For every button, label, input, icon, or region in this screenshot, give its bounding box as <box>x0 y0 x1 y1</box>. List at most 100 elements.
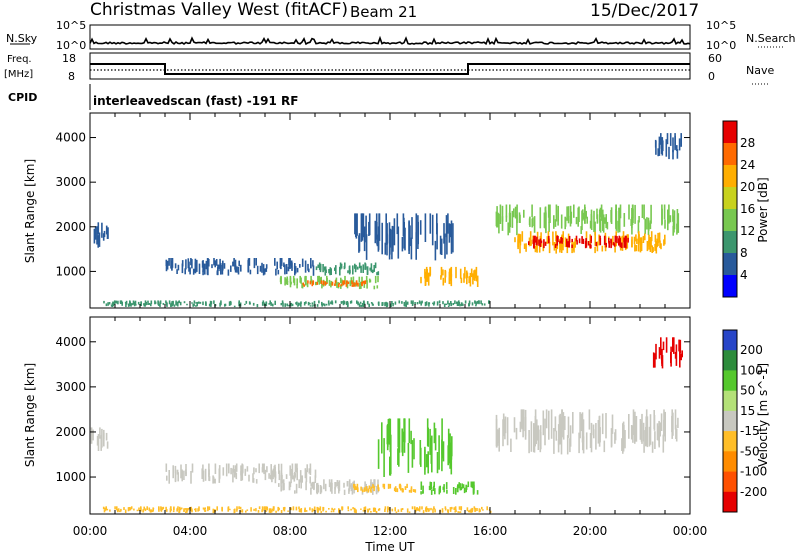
velocity-data-cell <box>360 508 362 510</box>
power-data-cell <box>478 300 480 304</box>
power-data-cell <box>415 232 417 260</box>
power-data-cell <box>262 264 265 276</box>
power-data-cell <box>654 234 657 243</box>
power-data-cell <box>668 204 670 224</box>
power-data-cell <box>357 301 359 306</box>
power-data-cell <box>507 222 509 236</box>
velocity-data-cell <box>422 510 425 514</box>
power-data-cell <box>233 258 235 267</box>
velocity-data-cell <box>138 507 140 511</box>
velocity-data-cell <box>444 506 447 509</box>
power-data-cell <box>469 276 471 283</box>
power-data-cell <box>288 304 290 307</box>
velocity-data-cell <box>580 413 583 432</box>
power-data-cell <box>385 213 387 245</box>
power-colorbar-label: 28 <box>740 136 755 150</box>
power-data-cell <box>618 238 620 246</box>
velocity-data-cell <box>395 511 398 513</box>
power-data-cell <box>680 133 682 147</box>
velocity-data-cell <box>314 469 317 478</box>
velocity-data-cell <box>476 490 479 495</box>
power-data-cell <box>346 301 349 304</box>
power-data-cell <box>444 233 446 259</box>
power-data-cell <box>622 231 625 242</box>
freq-label: Freq. <box>7 54 32 65</box>
velocity-colorbar-label: -15 <box>740 424 760 438</box>
velocity-data-cell <box>105 432 108 441</box>
velocity-data-cell <box>400 508 403 512</box>
power-data-cell <box>584 204 586 224</box>
velocity-data-cell <box>581 412 584 443</box>
velocity-data-cell <box>406 508 409 513</box>
velocity-data-cell <box>457 511 459 513</box>
power-data-cell <box>174 263 177 269</box>
x-tick-label: 00:00 <box>673 524 708 538</box>
velocity-data-cell <box>290 470 292 484</box>
velocity-data-cell <box>294 471 296 479</box>
velocity-data-cell <box>341 506 343 510</box>
velocity-data-cell <box>560 417 562 444</box>
velocity-data-cell <box>179 506 181 510</box>
power-data-cell <box>166 303 168 307</box>
power-data-cell <box>157 301 160 306</box>
power-data-cell <box>587 241 590 246</box>
power-data-cell <box>480 300 482 305</box>
power-data-cell <box>640 241 643 251</box>
power-data-cell <box>634 204 636 224</box>
power-data-cell <box>211 264 213 269</box>
velocity-data-cell <box>368 485 371 490</box>
velocity-data-cell <box>502 413 505 437</box>
velocity-data-cell <box>396 488 399 493</box>
power-data-cell <box>637 236 640 252</box>
velocity-data-cell <box>595 423 597 450</box>
velocity-data-cell <box>348 481 351 492</box>
power-data-cell <box>472 273 474 285</box>
power-data-cell <box>256 265 259 275</box>
velocity-data-cell <box>430 489 433 495</box>
power-data-cell <box>360 281 362 286</box>
power-data-cell <box>590 235 592 242</box>
velocity-data-cell <box>357 487 359 493</box>
power-data-cell <box>236 266 238 273</box>
velocity-data-cell <box>679 346 681 368</box>
power-data-cell <box>107 227 109 239</box>
power-data-cell <box>612 242 615 246</box>
velocity-data-cell <box>241 509 244 513</box>
velocity-data-cell <box>590 422 593 453</box>
power-data-cell <box>223 263 226 269</box>
velocity-data-cell <box>255 508 257 512</box>
power-data-cell <box>274 258 276 266</box>
velocity-data-cell <box>569 438 571 453</box>
velocity-data-cell <box>489 510 492 513</box>
power-data-cell <box>374 220 377 244</box>
velocity-data-cell <box>261 506 264 510</box>
power-data-cell <box>364 280 367 284</box>
velocity-data-cell <box>274 474 277 484</box>
power-data-cell <box>672 137 674 153</box>
velocity-data-cell <box>275 510 277 513</box>
velocity-data-cell <box>662 434 665 453</box>
power-data-cell <box>309 305 312 307</box>
velocity-data-cell <box>202 507 205 510</box>
power-data-cell <box>357 266 359 270</box>
power-data-cell <box>165 300 167 304</box>
velocity-data-cell <box>130 506 133 510</box>
velocity-data-cell <box>404 486 407 489</box>
power-data-cell <box>203 263 205 271</box>
velocity-colorbar: 200 100 50 15 -15 -50 -100 -200 <box>722 329 767 513</box>
velocity-colorbar-swatch <box>723 330 737 351</box>
power-data-cell <box>531 204 533 218</box>
power-data-cell <box>143 303 146 307</box>
velocity-data-cell <box>185 511 187 513</box>
cpid-label: CPID <box>8 91 37 104</box>
velocity-data-cell <box>659 422 661 437</box>
power-data-cell <box>654 243 656 251</box>
power-data-cell <box>360 304 363 307</box>
power-data-cell <box>165 264 168 272</box>
power-data-cell <box>294 263 296 276</box>
power-data-cell <box>154 300 156 305</box>
power-data-cell <box>192 268 195 275</box>
power-data-cell <box>358 283 361 290</box>
velocity-data-cell <box>225 463 228 477</box>
velocity-data-cell <box>255 479 258 484</box>
